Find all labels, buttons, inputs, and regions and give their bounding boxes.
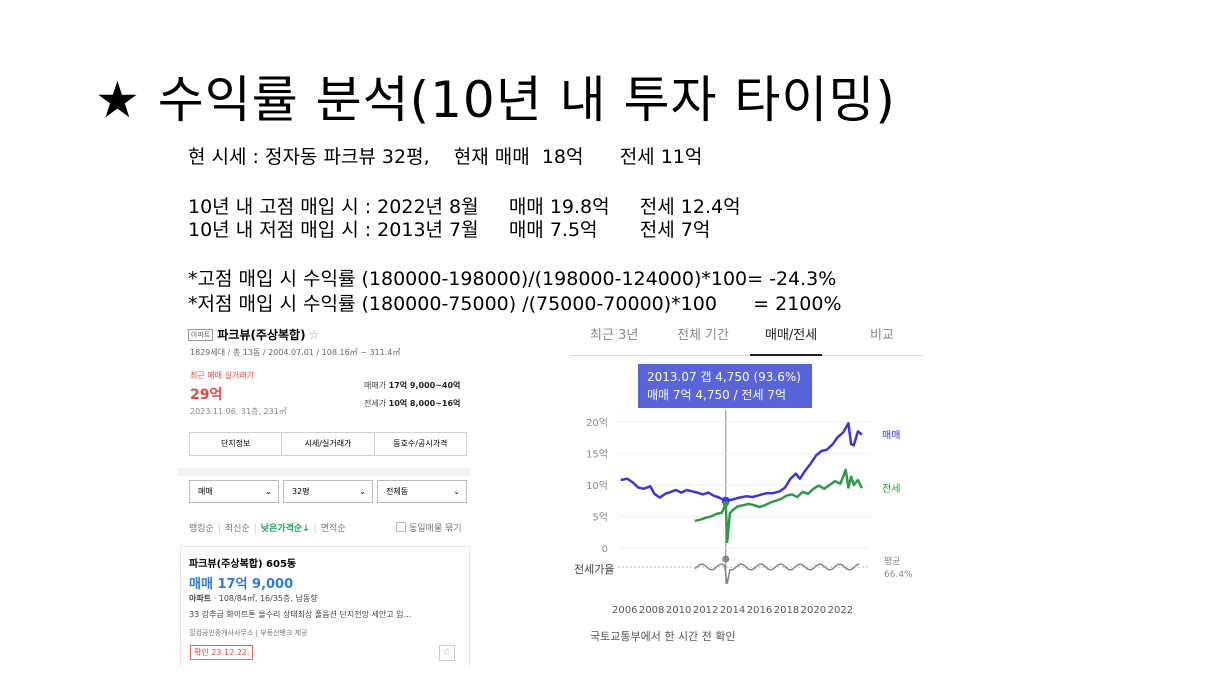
- filter-selects: 매매 ⌄ 32평 ⌄ 전체동 ⌄: [189, 480, 467, 503]
- chevron-down-icon: ⌄: [453, 487, 460, 496]
- favorite-star-icon[interactable]: ☆: [308, 328, 320, 342]
- tab-sale-jeonse[interactable]: 매매/전세: [765, 328, 818, 343]
- complex-info-button[interactable]: 단지정보: [190, 433, 283, 455]
- ratio-average-label: 평균: [884, 556, 901, 567]
- size-select[interactable]: 32평 ⌄: [283, 480, 373, 503]
- listing-name: 파크뷰(주상복합) 605동: [189, 559, 297, 570]
- peak-return-line: *고점 매입 시 수익률 (180000-198000)/(198000-124…: [188, 268, 837, 290]
- x-tick-label: 2020: [801, 605, 826, 616]
- tooltip-prices: 매매 7억 4,750 / 전세 7억: [647, 388, 786, 402]
- x-tick-label: 2010: [666, 605, 691, 616]
- chevron-down-icon: ⌄: [265, 487, 272, 496]
- x-tick-label: 2008: [639, 605, 664, 616]
- chart-tabs: 최근 3년 전체 기간 매매/전세 비교: [570, 318, 925, 356]
- recent-trade-price: 29억: [190, 387, 223, 403]
- ratio-line: [694, 563, 860, 585]
- complex-name[interactable]: 파크뷰(주상복합): [217, 328, 306, 342]
- listing-agent: 힐컴공인중개사사무소 | 부동산뱅크 제공: [189, 629, 308, 637]
- building-select[interactable]: 전체동 ⌄: [377, 480, 467, 503]
- sort-ranking[interactable]: 랭킹순: [189, 524, 214, 534]
- sale-price-range: 매매가 17억 9,000~40억: [364, 381, 461, 390]
- price-line-chart: 20억 15억 10억 5억 0 2006 2008 2010 2012 2014 2016 2018…: [574, 410, 913, 643]
- series-end-label: 전세: [882, 483, 900, 495]
- x-tick-label: 2014: [720, 605, 745, 616]
- series-line-jeonse: [694, 468, 864, 543]
- favorite-star-icon[interactable]: ☆: [439, 645, 455, 661]
- x-tick-label: 2022: [828, 605, 853, 616]
- chevron-down-icon: ⌄: [359, 487, 366, 496]
- complex-summary: 1829세대 / 총 13동 / 2004.07.01 / 108.16㎡ ~ …: [190, 348, 401, 357]
- sort-low-price[interactable]: 낮은가격순↓: [260, 524, 310, 534]
- y-tick-label: 5억: [592, 512, 608, 524]
- hover-tooltip: 2013.07 갭 4,750 (93.6%) 매매 7억 4,750 / 전세…: [638, 364, 812, 408]
- listing-panel: 아파트 파크뷰(주상복합) ☆ 1829세대 / 총 13동 / 2004.07.0…: [178, 318, 470, 666]
- unit-price-button[interactable]: 동호수/공시가격: [393, 439, 448, 448]
- recent-trade-label: 최근 매매 실거래가: [190, 371, 254, 380]
- confirm-date-badge: 확인 23.12.22.: [190, 645, 254, 660]
- tab-compare[interactable]: 비교: [870, 328, 894, 343]
- x-tick-label: 2012: [693, 605, 718, 616]
- active-tab-underline: [750, 354, 822, 356]
- hover-point-jeonse: [722, 500, 729, 507]
- y-tick-label: 0: [602, 544, 608, 555]
- bottom-return-line: *저점 매입 시 수익률 (180000-75000) /(75000-7000…: [188, 293, 842, 315]
- y-tick-label: 20억: [586, 417, 608, 429]
- chart-footer: 국토교통부에서 한 시간 전 확인: [590, 630, 736, 643]
- sort-latest[interactable]: 최신순: [224, 524, 250, 534]
- section-divider: [178, 468, 470, 476]
- tooltip-gap: 2013.07 갭 4,750 (93.6%): [647, 370, 801, 384]
- complex-button-group: 단지정보 시세/실거래가 동호수/공시가격: [189, 432, 467, 456]
- recent-trade-date: 2023.11.06, 31층, 231㎡: [190, 407, 287, 416]
- y-tick-label: 10억: [586, 480, 608, 492]
- y-tick-label: 15억: [586, 449, 608, 461]
- type-tag: 아파트: [188, 329, 214, 341]
- x-tick-label: 2016: [747, 605, 772, 616]
- hover-point-ratio: [722, 555, 730, 563]
- complex-header: 아파트 파크뷰(주상복합) ☆: [188, 326, 319, 343]
- listing-price: 매매 17억 9,000: [189, 577, 294, 592]
- sort-area[interactable]: 면적순: [320, 524, 346, 534]
- current-price-line: 현 시세 : 정자동 파크뷰 32평, 현재 매매 18억 전세 11억: [188, 146, 703, 168]
- peak-buy-line: 10년 내 고점 매입 시 : 2022년 8월 매매 19.8억 전세 12.…: [188, 196, 741, 218]
- ratio-label: 전세가율: [574, 563, 614, 576]
- trade-type-select[interactable]: 매매 ⌄: [189, 480, 279, 503]
- tab-all-period[interactable]: 전체 기간: [677, 328, 729, 343]
- x-tick-label: 2018: [774, 605, 799, 616]
- price-chart-panel: 최근 3년 전체 기간 매매/전세 비교 20억 15억 10억 5억 0 2006 200…: [570, 318, 930, 678]
- price-history-button[interactable]: 시세/실거래가: [282, 433, 375, 455]
- bottom-buy-line: 10년 내 저점 매입 시 : 2013년 7월 매매 7.5억 전세 7억: [188, 219, 711, 241]
- sort-options: 랭킹순 | 최신순 | 낮은가격순↓ | 면적순: [189, 524, 346, 534]
- checkbox-icon: [396, 522, 406, 532]
- listing-card[interactable]: 파크뷰(주상복합) 605동 매매 17억 9,000 아파트 · 108/84…: [180, 546, 470, 666]
- ratio-average-value: 66.4%: [884, 570, 913, 580]
- group-same-listing-checkbox[interactable]: 동일매물 묶기: [396, 521, 462, 534]
- tab-recent-3y[interactable]: 최근 3년: [590, 328, 639, 343]
- series-end-label: 매매: [882, 430, 900, 442]
- listing-description: 33 강추급 화이트톤 올수리 상태최상 풀옵션 단지전망 세안고 입…: [189, 610, 412, 619]
- series-line-sale: [620, 422, 863, 503]
- x-tick-label: 2006: [612, 605, 637, 616]
- slide-title: ★ 수익률 분석(10년 내 투자 타이밍): [95, 71, 896, 129]
- listing-spec: 아파트 · 108/84㎡, 16/35층, 남동향: [189, 594, 318, 603]
- jeonse-price-range: 전세가 10억 8,000~16억: [364, 399, 461, 408]
